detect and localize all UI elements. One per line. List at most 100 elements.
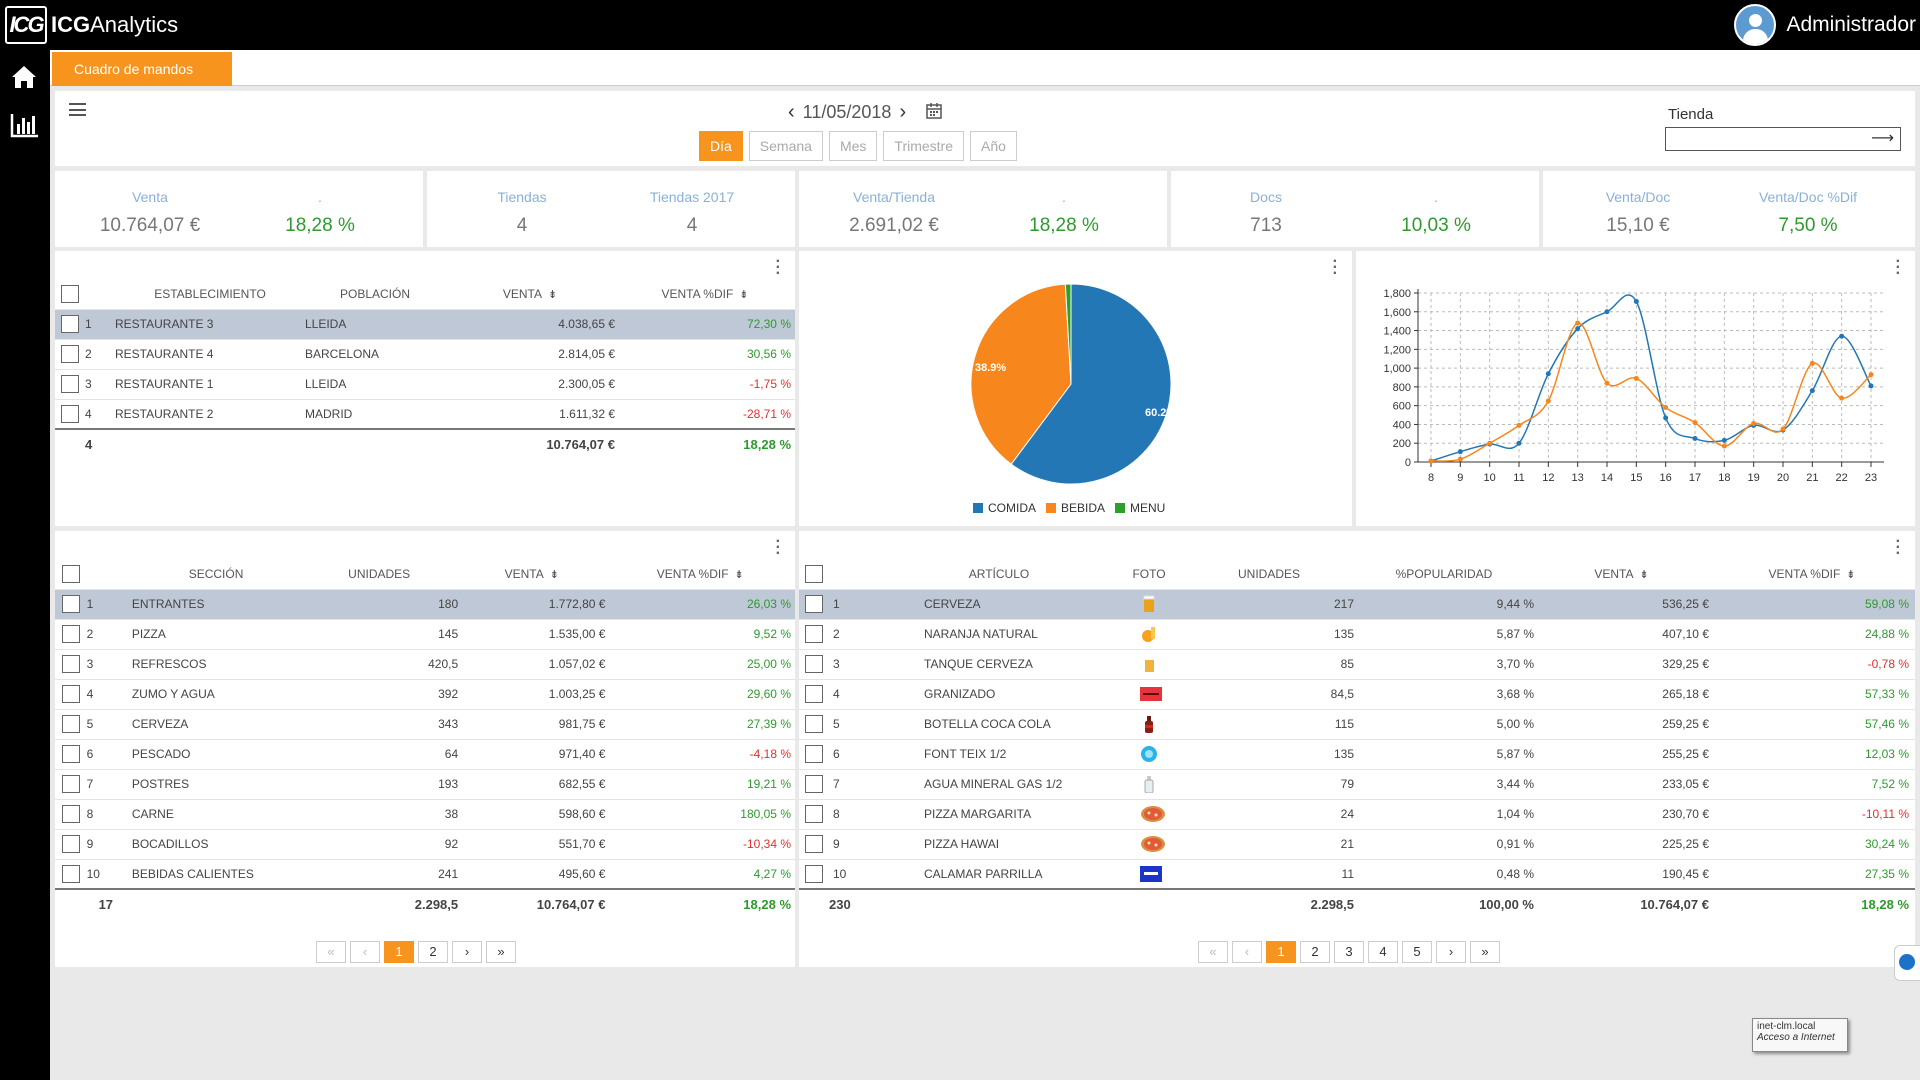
period-button-mes[interactable]: Mes [828,131,878,161]
col-header-venta[interactable]: VENTA ⇟ [445,280,615,309]
data-point[interactable] [1839,333,1845,339]
pie-slice-comida[interactable] [1010,283,1172,485]
table-row[interactable]: 10 BEBIDAS CALIENTES 241 495,60 €4,27 % [55,858,795,889]
prev-date-chevron-icon[interactable]: ‹ [788,101,795,123]
col-header-venta-dif[interactable]: VENTA %DIF ⇟ [605,560,795,589]
data-point[interactable] [1692,420,1698,426]
data-point[interactable] [1457,456,1463,462]
tab-cuadro-de-mandos[interactable]: Cuadro de mandos [52,52,232,86]
remote-support-tab[interactable] [1894,945,1920,981]
table-row[interactable]: 5 CERVEZA 343 981,75 €27,39 % [55,708,795,739]
row-checkbox[interactable] [61,625,80,643]
legend-item-menu[interactable]: MENU [1115,501,1165,515]
row-checkbox[interactable] [61,835,80,853]
col-header-articulo[interactable]: ARTÍCULO [968,567,1030,582]
data-point[interactable] [1663,405,1669,411]
series-line-2[interactable] [1430,322,1872,462]
cola-bottle-photo-icon[interactable] [1139,715,1159,733]
period-button-dia[interactable]: Día [699,131,743,161]
period-button-trimestre[interactable]: Trimestre [883,131,964,161]
data-point[interactable] [1780,426,1786,432]
legend-item-bebida[interactable]: BEBIDA [1046,501,1105,515]
pizza-photo-icon[interactable] [1139,805,1165,823]
more-options-icon[interactable]: · · · [1332,253,1338,282]
period-button-semana[interactable]: Semana [748,131,823,161]
data-point[interactable] [1575,326,1581,332]
col-header-poblacion[interactable]: POBLACIÓN [339,287,411,302]
row-checkbox[interactable] [61,715,80,733]
pager-page-4[interactable]: 4 [1368,941,1398,963]
row-checkbox[interactable] [805,805,823,823]
table-row[interactable]: 10 CALAMAR PARRILLA 11 0,48 % 190,45 €27,35 … [799,858,1915,889]
row-checkbox[interactable] [61,775,80,793]
more-options-icon[interactable]: · · · [775,253,781,282]
data-point[interactable] [1633,375,1639,381]
table-row[interactable]: 1 ENTRANTES 180 1.772,80 €26,03 % [55,588,795,619]
row-checkbox[interactable] [61,345,79,363]
row-checkbox[interactable] [805,715,823,733]
data-point[interactable] [1751,421,1757,427]
pizza-photo-icon[interactable] [1139,835,1165,853]
logo[interactable]: ICG ICGAnalytics [5,6,178,44]
table-row[interactable]: 6 PESCADO 64 971,40 € -4,18 % [55,738,795,769]
data-point[interactable] [1604,380,1610,386]
more-options-icon[interactable]: · · · [1895,253,1901,282]
select-all-checkbox[interactable] [61,285,79,304]
table-row[interactable]: 6 FONT TEIX 1/2 135 5,87 % 255,25 €12,03 % [799,738,1915,769]
table-row[interactable]: 4 ZUMO Y AGUA 392 1.003,25 €29,60 % [55,678,795,709]
blue-box-photo-icon[interactable] [1139,865,1162,883]
water-bottle-photo-icon[interactable] [1139,775,1159,794]
pager-page-2[interactable]: 2 [1300,941,1330,963]
table-row[interactable]: 3 TANQUE CERVEZA 85 3,70 % 329,25 € -0,78 % [799,648,1915,679]
pager-page-1[interactable]: 1 [1266,941,1296,963]
row-checkbox[interactable] [805,775,823,793]
col-header-foto[interactable]: FOTO [1132,567,1166,582]
table-row[interactable]: 3 RESTAURANTE 1 LLEIDA 2.300,05 € -1,75 … [55,368,795,399]
row-checkbox[interactable] [805,595,823,613]
table-row[interactable]: 9 PIZZA HAWAI 21 0,91 % 225,25 €30,24 % [799,828,1915,859]
table-row[interactable]: 5 BOTELLA COCA COLA 115 5,00 % 259,25 €57,46… [799,708,1915,739]
table-row[interactable]: 3 REFRESCOS 420,5 1.057,02 €25,00 % [55,648,795,679]
table-row[interactable]: 1 RESTAURANTE 3 LLEIDA 4.038,65 € 72,30 … [55,308,795,339]
table-row[interactable]: 2 NARANJA NATURAL 135 5,87 % 407,10 €24,88 % [799,618,1915,649]
data-point[interactable] [1839,395,1845,401]
data-point[interactable] [1868,372,1874,378]
col-header-unidades[interactable]: UNIDADES [348,567,411,582]
data-point[interactable] [1604,309,1610,315]
data-point[interactable] [1721,443,1727,449]
series-line-1[interactable] [1430,294,1872,462]
row-checkbox[interactable] [805,835,823,853]
home-icon[interactable] [10,64,40,92]
beer-photo-icon[interactable] [1139,595,1159,613]
period-button-ano[interactable]: Año [970,131,1017,161]
table-row[interactable]: 2 PIZZA 145 1.535,00 €9,52 % [55,618,795,649]
data-point[interactable] [1692,436,1698,442]
row-checkbox[interactable] [61,805,80,823]
pager-first[interactable]: « [1198,941,1228,963]
col-header-unidades[interactable]: UNIDADES [1237,567,1300,582]
orange-photo-icon[interactable] [1139,625,1159,643]
data-point[interactable] [1516,440,1522,446]
col-header-venta[interactable]: VENTA ⇟ [458,560,605,589]
select-all-checkbox[interactable] [61,565,80,584]
pager-next[interactable]: › [452,941,482,963]
data-point[interactable] [1809,360,1815,366]
row-checkbox[interactable] [61,595,80,613]
table-row[interactable]: 4 RESTAURANTE 2 MADRID 1.611,32 € -28,71… [55,398,795,429]
data-point[interactable] [1575,320,1581,326]
hamburger-menu-icon[interactable] [69,103,86,116]
col-header-seccion[interactable]: SECCIÓN [188,567,244,582]
col-header-venta[interactable]: VENTA ⇟ [1534,560,1709,589]
red-box-photo-icon[interactable] [1139,685,1162,703]
row-checkbox[interactable] [61,685,80,703]
table-row[interactable]: 8 CARNE 38 598,60 €180,05 % [55,798,795,829]
table-row[interactable]: 1 CERVEZA 217 9,44 % 536,25 €59,08 % [799,588,1915,619]
data-point[interactable] [1545,371,1551,377]
col-header-venta-dif[interactable]: VENTA %DIF ⇟ [1709,560,1915,589]
pager-last[interactable]: » [486,941,516,963]
data-point[interactable] [1663,415,1669,421]
data-point[interactable] [1633,298,1639,304]
legend-item-comida[interactable]: COMIDA [973,501,1036,515]
beer-mug-photo-icon[interactable] [1139,655,1159,673]
row-checkbox[interactable] [61,864,80,883]
